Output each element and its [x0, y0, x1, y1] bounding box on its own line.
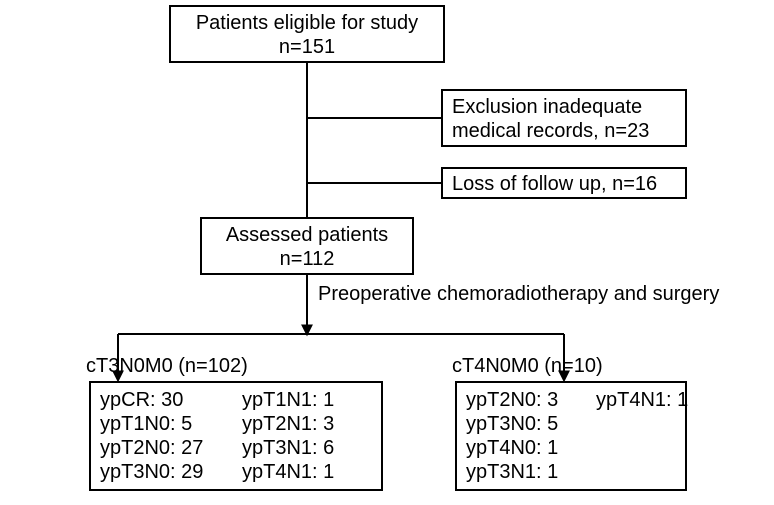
grp_ct3-r0-c1: ypT1N1: 1: [242, 389, 334, 411]
box-assessed-line-0: Assessed patients: [226, 224, 388, 246]
grp_ct3-r2-c0: ypT2N0: 27: [100, 437, 203, 459]
box-assessed: Assessed patientsn=112: [201, 218, 413, 274]
box-eligible-line-0: Patients eligible for study: [196, 12, 418, 34]
grp_ct3-r1-c1: ypT2N1: 3: [242, 413, 334, 435]
box-loss-line-0: Loss of follow up, n=16: [452, 173, 657, 195]
box-exclusion-line-0: Exclusion inadequate: [452, 96, 642, 118]
grp_ct4-r0-c1: ypT4N1: 1: [596, 389, 688, 411]
box-loss: Loss of follow up, n=16: [442, 168, 686, 198]
box-grp_ct4: ypT2N0: 3 ypT4N1: 1 ypT3N0: 5ypT4N0: 1ypT3…: [456, 382, 688, 490]
box-exclusion: Exclusion inadequatemedical records, n=2…: [442, 90, 686, 146]
box-exclusion-line-1: medical records, n=23: [452, 120, 649, 142]
grp_ct4-r2-c0: ypT4N0: 1: [466, 437, 558, 459]
grp_ct3-r0-c0: ypCR: 30: [100, 389, 183, 411]
box-eligible-line-1: n=151: [279, 36, 335, 58]
ct3-header: cT3N0M0 (n=102): [86, 355, 248, 377]
grp_ct3-r3-c0: ypT3N0: 29: [100, 461, 203, 483]
box-grp_ct3: ypCR: 30 ypT1N1: 1 ypT1N0: 5 ypT2N1: 3 ypT2N…: [90, 382, 382, 490]
grp_ct4-r3-c0: ypT3N1: 1: [466, 461, 558, 483]
grp_ct3-r3-c1: ypT4N1: 1: [242, 461, 334, 483]
grp_ct4-r1-c0: ypT3N0: 5: [466, 413, 558, 435]
step-label: Preoperative chemoradiotherapy and surge…: [318, 283, 719, 305]
ct4-header: cT4N0M0 (n=10): [452, 355, 603, 377]
grp_ct4-r0-c0: ypT2N0: 3: [466, 389, 558, 411]
box-assessed-line-1: n=112: [280, 248, 335, 270]
grp_ct3-r1-c0: ypT1N0: 5: [100, 413, 192, 435]
grp_ct3-r2-c1: ypT3N1: 6: [242, 437, 334, 459]
box-eligible: Patients eligible for studyn=151: [170, 6, 444, 62]
